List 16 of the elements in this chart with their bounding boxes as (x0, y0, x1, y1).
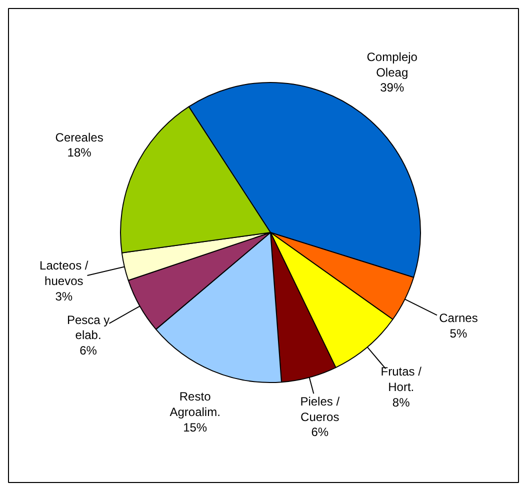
slice-label: Cereales (55, 130, 104, 144)
data-label: 5% (450, 326, 468, 341)
data-label: 6% (311, 425, 329, 440)
data-label: 18% (67, 146, 92, 160)
data-label: 15% (183, 420, 208, 434)
data-label: 39% (380, 80, 404, 95)
slice-label: Lacteos / huevos (40, 258, 89, 288)
slice-label: Complejo Oleag (366, 50, 418, 80)
slice-label: Frutas / Hort. (380, 364, 422, 394)
data-label: 8% (392, 395, 410, 410)
slice-label: Carnes (439, 311, 478, 326)
slice-label: Pesca y elab. (66, 312, 110, 342)
slice-label: Pieles / Cueros (300, 394, 340, 424)
slice-label: Resto Agroalim. (170, 390, 220, 419)
data-label: 6% (80, 344, 98, 358)
data-label: 3% (55, 289, 73, 304)
